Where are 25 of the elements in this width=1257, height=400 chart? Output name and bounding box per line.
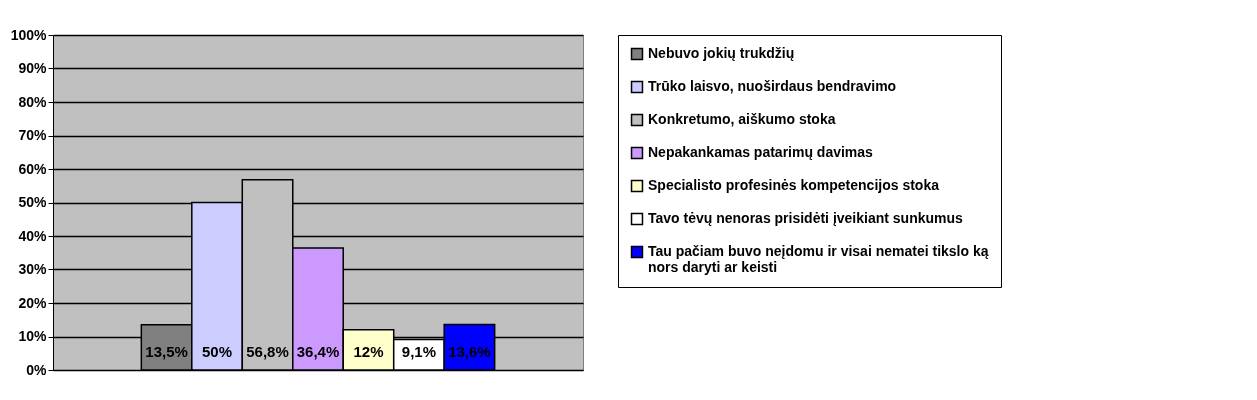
data-label: 9,1% [401,343,437,360]
data-label: 12% [353,343,384,360]
y-tick-label: 40% [18,227,48,244]
y-tick-label: 70% [18,127,48,143]
y-tick-label: 90% [18,60,48,76]
legend-label: Trūko laisvo, nuoširdaus bendravimo [648,78,897,94]
data-label: 13,5% [145,343,188,360]
data-label: 13,6% [448,343,491,360]
y-tick-label: 10% [18,328,48,344]
legend-label: Konkretumo, aiškumo stoka [648,111,836,127]
y-tick-label: 100% [10,26,48,43]
y-tick-label: 60% [18,160,48,177]
y-tick-label: 80% [18,93,48,110]
legend-label: Nebuvo jokių trukdžių [648,45,795,61]
legend-label: Nepakankamas patarimų davimas [648,144,874,160]
y-tick-label: 30% [18,261,48,277]
data-label: 36,4% [296,343,340,360]
data-label: 56,8% [246,343,289,360]
legend-label: Tau pačiam buvo neįdomu ir visai nematei tikslo ką nors daryti ar keisti [648,243,989,275]
data-label: 50% [202,343,233,360]
legend-label: Tavo tėvų nenoras prisidėti įveikiant sunkumus [648,210,964,226]
y-tick-label: 20% [18,294,48,311]
legend-label: Specialisto profesinės kompetencijos stoka [648,177,940,193]
y-tick-label: 0% [26,361,48,378]
y-tick-label: 50% [18,194,48,210]
